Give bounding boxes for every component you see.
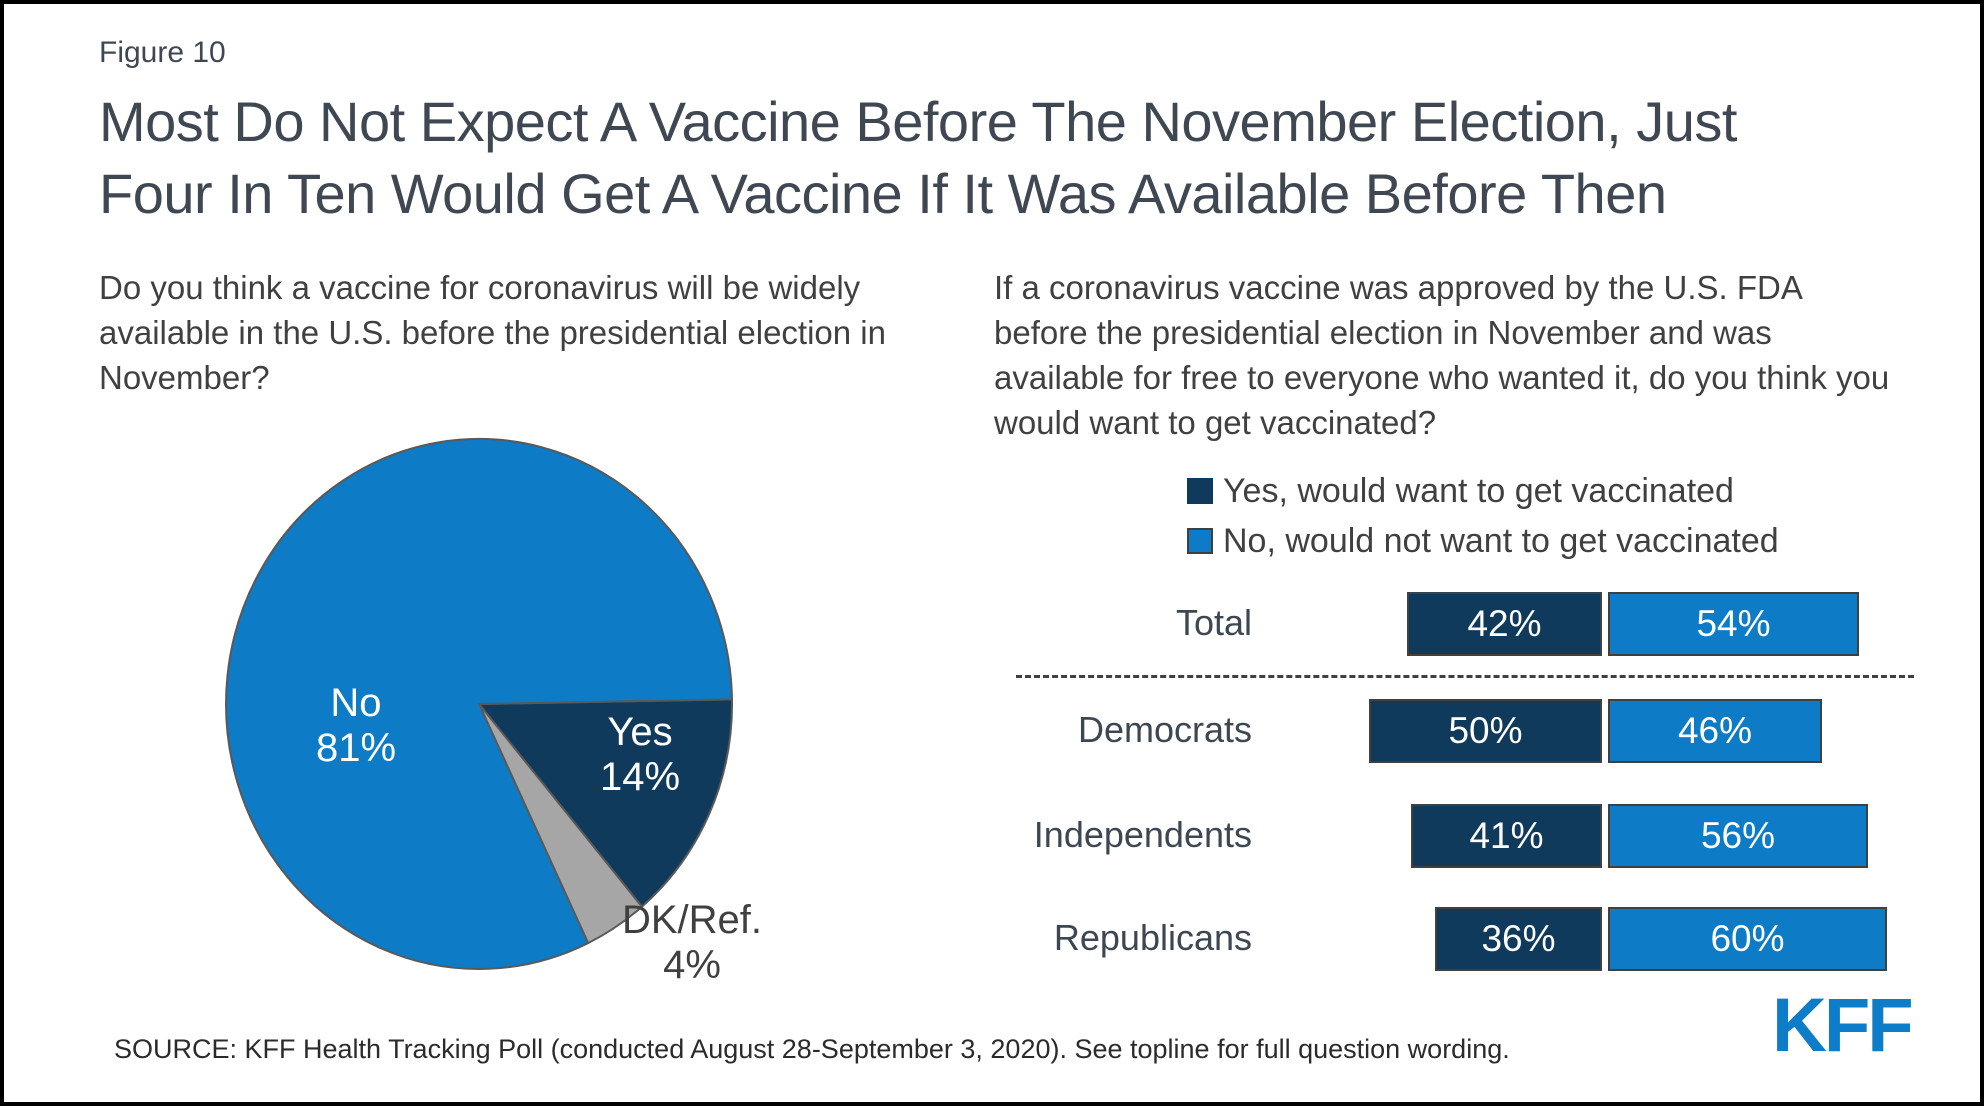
legend-swatch-no-icon xyxy=(1187,528,1213,554)
kff-logo: KFF xyxy=(1772,983,1914,1068)
source-note: SOURCE: KFF Health Tracking Poll (conduc… xyxy=(114,1034,1510,1064)
bar-total-yes: 42% xyxy=(1407,592,1602,656)
bar-value-label: 42% xyxy=(1467,603,1542,644)
bar-value-label: 54% xyxy=(1696,603,1771,644)
bar-value-label: 56% xyxy=(1700,815,1776,856)
pie-slice-label-no: No 81% xyxy=(315,681,397,770)
bar-value-label: 60% xyxy=(1710,918,1785,959)
bar-category-label-total: Total xyxy=(1175,602,1252,643)
bar-value-label: 41% xyxy=(1469,815,1544,856)
bar-independents-no: 56% xyxy=(1608,804,1868,868)
bar-democrats-no: 46% xyxy=(1608,699,1822,763)
pie-slice-label-yes: Yes 14% xyxy=(599,710,681,799)
bar-democrats-yes: 50% xyxy=(1369,699,1602,763)
bar-category-label-independents: Independents xyxy=(1033,814,1252,855)
pie-chart xyxy=(225,438,734,970)
bar-legend: Yes, would want to get vaccinated No, wo… xyxy=(1187,466,1779,566)
figure-title: Most Do Not Expect A Vaccine Before The … xyxy=(99,86,1969,229)
legend-label-no: No, would not want to get vaccinated xyxy=(1223,521,1779,560)
bar-value-label: 36% xyxy=(1481,918,1556,959)
bar-republicans-yes: 36% xyxy=(1435,907,1602,971)
bar-category-label-republicans: Republicans xyxy=(1053,917,1252,958)
legend-label-yes: Yes, would want to get vaccinated xyxy=(1223,471,1734,510)
figure-label: Figure 10 xyxy=(99,36,226,69)
title-line-1: Most Do Not Expect A Vaccine Before The … xyxy=(99,90,1737,153)
legend-item-no: No, would not want to get vaccinated xyxy=(1187,516,1779,566)
pie-question: Do you think a vaccine for coronavirus w… xyxy=(99,269,886,396)
legend-swatch-yes-icon xyxy=(1187,478,1213,504)
pie-slice-label-dk-ref-: DK/Ref. 4% xyxy=(621,898,763,987)
bar-total-no: 54% xyxy=(1608,592,1859,656)
title-line-2: Four In Ten Would Get A Vaccine If It Wa… xyxy=(99,161,1667,225)
separator-dashed-line xyxy=(1016,675,1914,678)
bar-value-label: 50% xyxy=(1448,710,1523,751)
bar-independents-yes: 41% xyxy=(1411,804,1602,868)
legend-item-yes: Yes, would want to get vaccinated xyxy=(1187,466,1779,516)
bar-republicans-no: 60% xyxy=(1608,907,1887,971)
pie-slice-yes xyxy=(478,698,734,908)
pie-slice-no xyxy=(225,438,733,970)
bar-value-label: 46% xyxy=(1677,710,1753,751)
bar-category-label-democrats: Democrats xyxy=(1077,709,1252,750)
bar-question: If a coronavirus vaccine was approved by… xyxy=(994,269,1890,441)
